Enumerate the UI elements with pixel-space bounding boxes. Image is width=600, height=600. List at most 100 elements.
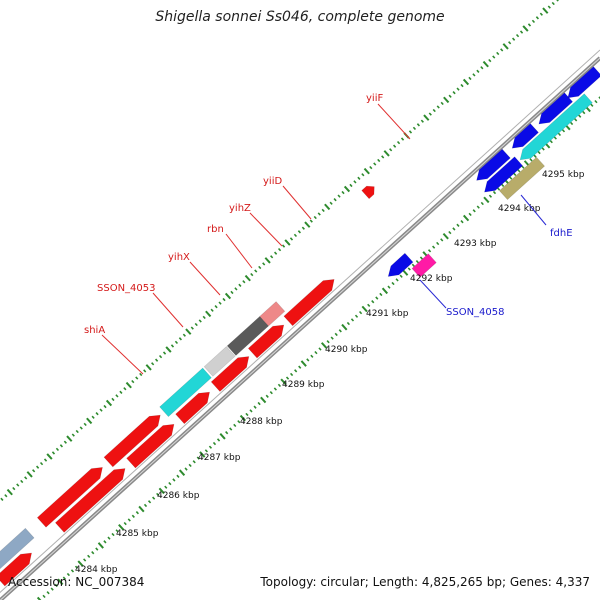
inner-tick [517,169,521,173]
inner-tick [225,431,229,435]
gene-feature [259,301,286,327]
scale-label-4290: 4290 kbp [325,345,368,355]
inner-tick [492,190,497,195]
inner-tick [574,118,578,122]
inner-tick [298,365,302,369]
inner-tick [57,578,64,586]
inner-tick [156,492,160,497]
inner-tick [158,487,165,495]
outer-tick [205,310,212,318]
outer-tick [39,461,44,466]
inner-tick [300,360,307,367]
outer-tick [139,372,143,377]
outer-tick [341,190,345,195]
inner-tick [237,420,241,424]
inner-tick [496,187,501,191]
outer-tick [198,319,202,323]
inner-tick [557,132,562,137]
inner-tick [590,103,594,107]
outer-tick [309,219,313,223]
inner-tick [280,378,287,386]
gene-feature [498,156,546,201]
length-text: Length: 4,825,265 bp [372,575,502,589]
outer-tick [210,308,214,312]
outer-tick [83,422,87,427]
outer-tick [531,19,536,24]
label-leaders [101,103,547,375]
inner-tick [147,500,152,504]
inner-tick [330,336,334,340]
outer-tick [363,167,370,175]
outer-tick [500,48,504,52]
inner-tick [229,427,233,431]
genes-text: Genes: 4,337 [509,575,590,589]
inner-tick [285,376,290,380]
inner-tick [529,158,533,162]
outer-tick [452,91,456,95]
inner-tick [54,583,58,588]
inner-tick [419,256,424,260]
outer-tick [383,150,390,157]
outer-tick [321,208,325,213]
inner-tick [354,314,359,318]
inner-tick [260,396,267,404]
outer-tick [75,429,79,434]
inner-tick [289,372,294,377]
inner-tick [371,300,375,304]
inner-tick [314,350,318,355]
outer-tick [301,226,305,230]
inner-tick [36,596,42,600]
outer-tick [190,326,194,330]
inner-tick [480,201,484,206]
outer-tick [496,51,500,56]
outer-tick [262,262,266,266]
outer-tick [343,185,351,193]
gene-feature [511,123,539,149]
scale-labels: 4284 kbp 4285 kbp 4286 kbp 4287 kbp 4288… [75,170,585,575]
outer-tick [297,230,301,234]
inner-tick [77,560,84,567]
outer-tick [270,255,274,259]
outer-tick [482,60,489,68]
inner-tick [184,467,188,471]
inner-tick [472,209,476,213]
outer-tick [66,435,73,442]
outer-tick [194,322,198,327]
gene-feature [283,279,335,327]
outer-tick [131,379,135,384]
gene-label-yiiD: yiiD [263,176,282,187]
outer-tick [508,41,512,45]
outer-tick [32,469,36,473]
inner-tick [399,274,403,278]
outer-tick [373,162,377,166]
gene-label-fdhE: fdhE [550,228,573,239]
inner-tick [334,332,338,337]
outer-tick [423,114,430,121]
outer-tick [178,337,182,341]
inner-tick [199,451,206,458]
outer-tick [214,305,218,309]
outer-tick [158,354,163,359]
topology-text: Topology: circular [260,575,365,589]
outer-tick [91,415,95,419]
outer-tick [51,451,56,455]
outer-tick [539,12,543,16]
inner-tick [143,503,148,508]
inner-tick [164,485,168,489]
inner-tick [123,521,127,526]
inner-tick [265,394,269,398]
inner-tick [379,292,383,297]
inner-tick [253,405,257,409]
outer-tick [281,244,286,248]
outer-tick [522,25,529,32]
gene-label-rbn: rbn [207,224,224,235]
inner-tick [476,205,480,209]
map-title: Shigella sonnei Ss046, complete genome [155,9,445,25]
outer-tick [443,96,450,104]
outer-tick [115,394,119,398]
inner-tick [350,318,355,322]
inner-tick [521,165,525,169]
outer-tick [26,471,33,478]
outer-tick [547,5,551,9]
